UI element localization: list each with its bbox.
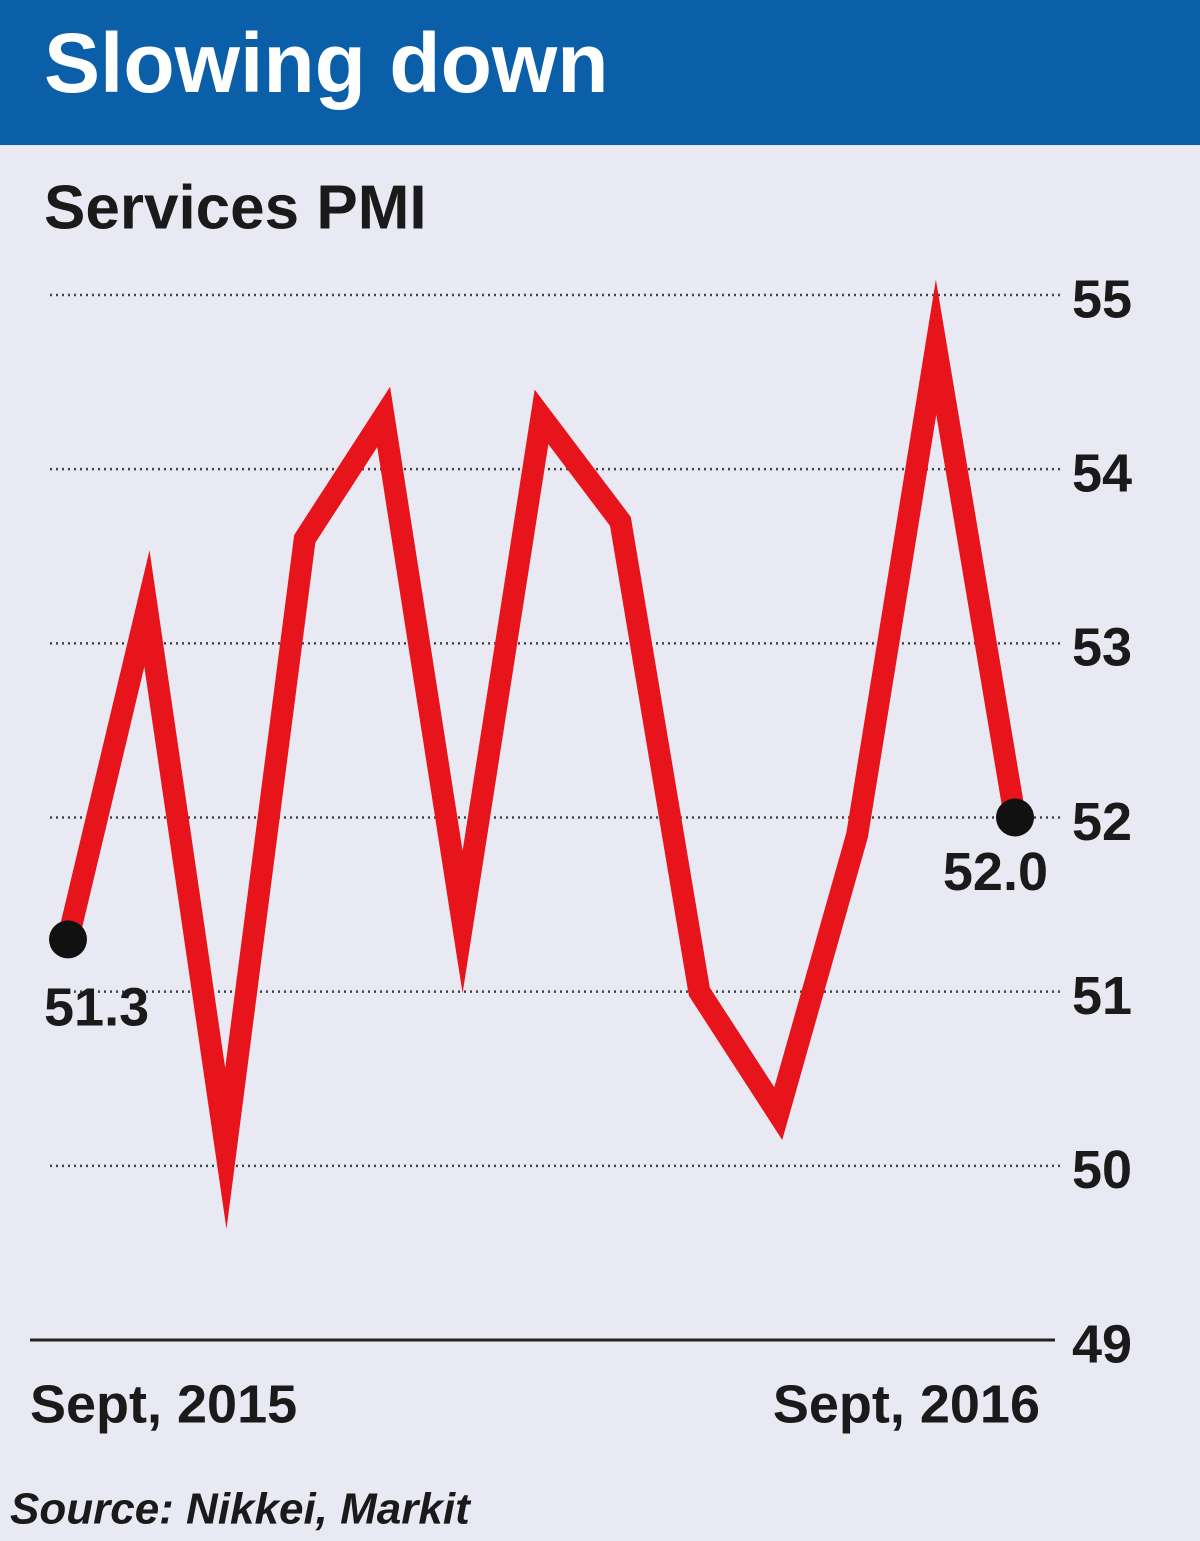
data-label: 52.0 [943,842,1048,902]
data-line [57,279,1026,1229]
x-tick-label: Sept, 2015 [30,1374,297,1434]
y-tick-label: 53 [1072,618,1132,678]
x-tick-label: Sept, 2016 [773,1374,1040,1434]
data-label: 51.3 [44,978,149,1038]
chart-subtitle: Services PMI [44,173,427,242]
y-tick-label: 55 [1072,269,1132,329]
end-marker [996,798,1034,837]
y-tick-label: 50 [1072,1140,1132,1200]
header-band [0,0,1200,145]
source-note: Source: Nikkei, Markit [10,1485,472,1534]
y-tick-label: 54 [1072,443,1132,503]
end-marker [49,920,87,959]
y-tick-label: 51 [1072,966,1132,1026]
y-tick-label: 52 [1072,792,1132,852]
chart-title: Slowing down [44,16,609,110]
y-tick-label: 49 [1072,1314,1132,1374]
